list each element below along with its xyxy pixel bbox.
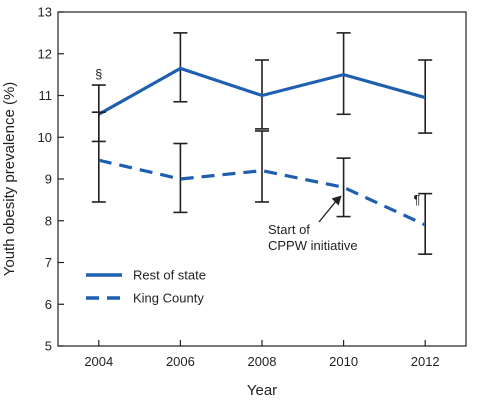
y-tick-label-5: 5 — [45, 339, 52, 354]
y-tick-label-12: 12 — [38, 46, 52, 61]
x-tick-label-2006: 2006 — [166, 354, 195, 369]
callout-line-1: Start of — [268, 222, 310, 237]
x-tick-label-2008: 2008 — [248, 354, 277, 369]
x-tick-label-2010: 2010 — [329, 354, 358, 369]
x-axis-ticks: 2004 2006 2008 2010 2012 — [84, 340, 440, 369]
legend-label-rest-of-state: Rest of state — [133, 268, 206, 283]
callout-arrow-line — [318, 200, 338, 223]
series-line-king-county — [98, 158, 426, 227]
y-tick-label-6: 6 — [45, 297, 52, 312]
cppw-callout: Start of CPPW initiative — [268, 195, 358, 253]
x-tick-label-2004: 2004 — [84, 354, 113, 369]
chart-legend: Rest of state King County — [86, 268, 206, 306]
y-tick-label-10: 10 — [38, 130, 52, 145]
annotation-section-mark: § — [95, 67, 102, 82]
annotation-pilcrow-mark: ¶ — [414, 192, 421, 207]
callout-arrow-head — [331, 195, 342, 206]
y-axis-ticks: 5 6 7 8 9 10 11 12 13 — [38, 5, 64, 354]
x-tick-label-2012: 2012 — [411, 354, 440, 369]
y-axis-title: Youth obesity prevalence (%) — [1, 82, 18, 277]
y-tick-label-7: 7 — [45, 255, 52, 270]
y-tick-label-13: 13 — [38, 5, 52, 20]
y-tick-label-8: 8 — [45, 213, 52, 228]
legend-label-king-county: King County — [133, 291, 204, 306]
series-line-rest-of-state — [98, 66, 426, 116]
y-tick-label-9: 9 — [45, 172, 52, 187]
callout-line-2: CPPW initiative — [268, 238, 358, 253]
x-axis-title: Year — [247, 382, 277, 399]
y-tick-label-11: 11 — [39, 88, 53, 103]
series-layer — [91, 32, 433, 255]
annotation-layer: § ¶ — [95, 67, 420, 207]
